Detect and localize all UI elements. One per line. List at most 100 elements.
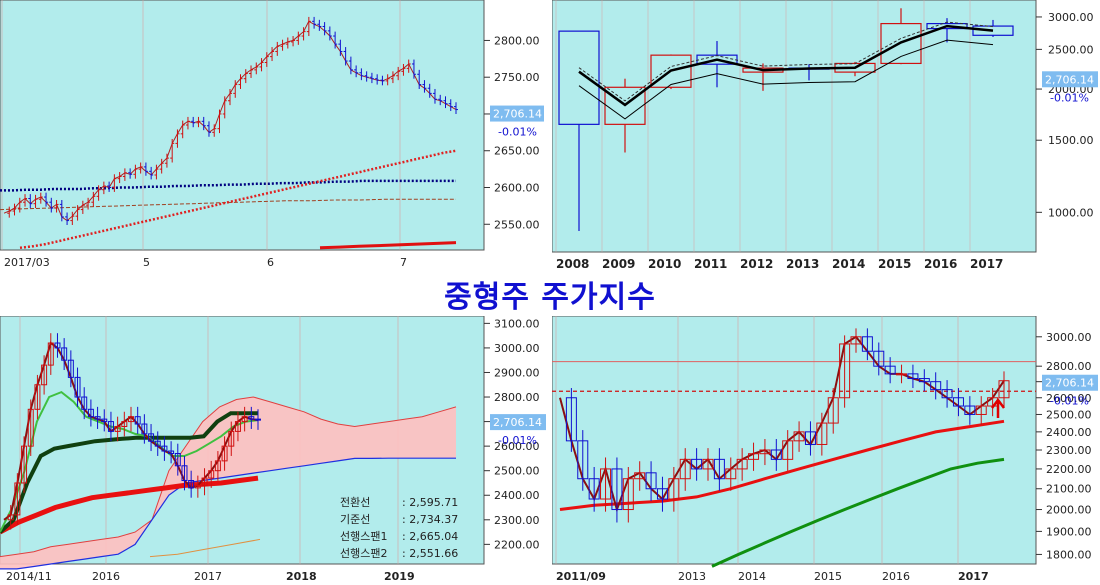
x-tick-label: 2014 bbox=[832, 257, 865, 271]
candle-body bbox=[101, 418, 108, 423]
candle-body bbox=[47, 342, 54, 366]
candle-body bbox=[679, 458, 691, 480]
y-tick-label: 2300.00 bbox=[494, 514, 540, 527]
candle-body bbox=[87, 408, 94, 418]
candle-body bbox=[74, 376, 81, 398]
candle-body bbox=[952, 397, 964, 407]
change-percent-label: -0.01% bbox=[498, 434, 537, 447]
x-tick-label: 2018 bbox=[286, 570, 317, 583]
y-tick-label: 3000.00 bbox=[494, 342, 540, 355]
x-tick-label: 2014 bbox=[738, 570, 766, 583]
ichimoku-legend: 전환선: 2,595.71 기준선: 2,734.37 선행스팬1: 2,665… bbox=[340, 494, 458, 562]
candle-body bbox=[7, 514, 14, 521]
x-tick-label: 6 bbox=[267, 256, 274, 269]
x-tick-label: 2009 bbox=[602, 257, 635, 271]
current-value-badge bbox=[490, 105, 544, 122]
banner-title: 중형주 주가지수 bbox=[444, 280, 656, 315]
y-tick-label: 2800.00 bbox=[494, 391, 540, 404]
y-tick-label: 2100.00 bbox=[1046, 483, 1092, 496]
candle-body bbox=[21, 445, 28, 484]
current-value-label: 2,706.14 bbox=[1045, 377, 1094, 390]
daily-chart-panel: 2800.002750.002700.002650.002600.002550.… bbox=[0, 0, 548, 272]
candle-body bbox=[94, 416, 101, 420]
candle-body bbox=[873, 350, 885, 367]
change-percent-label: -0.01% bbox=[498, 126, 537, 139]
candle-body bbox=[725, 468, 737, 480]
lagging-span-line bbox=[149, 538, 261, 558]
x-tick-label: 2015 bbox=[878, 257, 911, 271]
current-value-badge bbox=[1042, 71, 1098, 88]
ichimoku-row-value: : 2,595.71 bbox=[402, 496, 459, 509]
ichimoku-row: 기준선: 2,734.37 bbox=[340, 511, 458, 528]
candle-body bbox=[964, 405, 976, 415]
title-banner: 중형주 주가지수 bbox=[0, 272, 1100, 316]
x-tick-label: 2015 bbox=[814, 570, 842, 583]
candle-body bbox=[221, 445, 228, 462]
candle-body bbox=[645, 472, 657, 490]
candle-body bbox=[181, 465, 188, 482]
candle-body bbox=[998, 380, 1010, 399]
candle-body bbox=[941, 389, 953, 399]
x-tick-label: 5 bbox=[143, 256, 150, 269]
y-tick-label: 2500.00 bbox=[1048, 43, 1094, 56]
candle-body bbox=[67, 359, 74, 378]
moving-average-line bbox=[711, 457, 1005, 568]
candle-body bbox=[827, 397, 839, 424]
y-tick-label: 2600.00 bbox=[494, 182, 540, 195]
candle-body bbox=[121, 421, 128, 427]
current-value-badge bbox=[490, 414, 546, 431]
candle-body bbox=[248, 416, 255, 420]
ichimoku-row-value: : 2,665.04 bbox=[402, 530, 459, 543]
candle-body bbox=[975, 405, 987, 415]
candle-body bbox=[194, 484, 201, 489]
candle-body bbox=[918, 378, 930, 383]
x-tick-label: 2017 bbox=[194, 570, 222, 583]
candle-body bbox=[14, 482, 21, 516]
candle-body bbox=[128, 416, 134, 423]
yearly-chart-panel: 2008 2009 2010 2011 2012 2013 2014 2015 2016 2017… bbox=[552, 0, 1100, 272]
candle-body bbox=[907, 373, 919, 380]
conversion-line bbox=[0, 390, 259, 533]
moving-average-line bbox=[578, 21, 994, 102]
x-tick-label: 2008 bbox=[556, 257, 589, 271]
candle-body bbox=[41, 364, 48, 386]
ichimoku-chart-panel: 3100.003000.002900.002800.002700.002600.… bbox=[0, 316, 548, 585]
current-value-label: 2,706.14 bbox=[1045, 73, 1094, 86]
candle-body bbox=[214, 460, 221, 472]
y-tick-label: 2650.00 bbox=[494, 145, 540, 158]
candle-body bbox=[782, 440, 794, 460]
moving-average-line bbox=[19, 149, 457, 250]
y-tick-label: 1000.00 bbox=[1048, 206, 1094, 219]
candle-body bbox=[896, 373, 908, 376]
change-percent-label: -0.01% bbox=[1050, 91, 1089, 104]
candle-body bbox=[174, 453, 181, 467]
candle-body bbox=[759, 449, 771, 455]
candle-body bbox=[770, 449, 782, 460]
candle-body bbox=[702, 458, 714, 470]
ichimoku-cloud bbox=[0, 397, 456, 569]
y-tick-label: 2750.00 bbox=[494, 71, 540, 84]
candle-body bbox=[234, 421, 241, 432]
moving-average-line bbox=[578, 39, 994, 120]
candle-body bbox=[54, 342, 61, 349]
candle-body bbox=[748, 453, 760, 460]
candle-body bbox=[61, 347, 68, 361]
candle-body bbox=[668, 478, 680, 500]
up-arrow-marker bbox=[991, 397, 1005, 418]
candle-body bbox=[81, 396, 88, 410]
candle-body bbox=[201, 477, 208, 486]
candle-body bbox=[168, 450, 175, 455]
candle-body bbox=[188, 480, 195, 489]
moving-average-line bbox=[0, 179, 456, 192]
candle-body bbox=[577, 440, 589, 480]
y-tick-label: 2500.00 bbox=[1046, 408, 1092, 421]
x-tick-label: 2014/11 bbox=[6, 570, 52, 583]
y-tick-label: 2800.00 bbox=[494, 34, 540, 47]
ichimoku-row: 선행스팬1: 2,665.04 bbox=[340, 528, 458, 545]
leading-span-1-line bbox=[0, 396, 457, 558]
x-tick-label: 2017 bbox=[958, 570, 989, 583]
price-line bbox=[559, 335, 1005, 513]
candle-body bbox=[154, 440, 161, 447]
moving-average-line bbox=[578, 24, 994, 107]
ichimoku-row: 선행스팬2: 2,551.66 bbox=[340, 545, 458, 562]
